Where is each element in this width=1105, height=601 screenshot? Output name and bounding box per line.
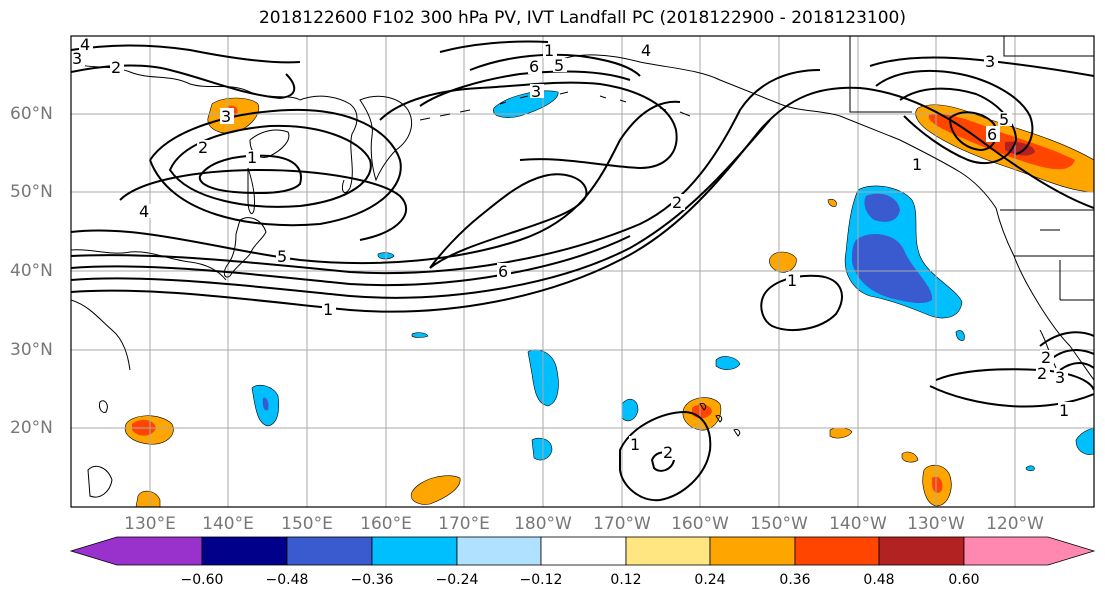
lat-label: 60°N xyxy=(10,104,53,124)
lon-label: 160°E xyxy=(360,514,412,534)
lon-label: 170°W xyxy=(593,514,651,534)
contour-label: 1 xyxy=(1059,401,1069,420)
colorbar-tick-label: −0.48 xyxy=(265,572,309,588)
contour-label: 1 xyxy=(787,271,797,290)
shade-region-sub-4 xyxy=(1075,427,1094,455)
contour-labels: 4 3 2 3 2 1 4 5 1 1 4 6 5 3 6 2 1 3 6 5 … xyxy=(72,35,1069,462)
shade-region-south-5 xyxy=(901,451,919,463)
shade-region-sub-1 xyxy=(715,356,741,370)
contour-label: 2 xyxy=(1041,348,1051,367)
colorbar-tick-label: −0.36 xyxy=(350,572,394,588)
contour-label: 3 xyxy=(985,52,995,71)
contour-label: 3 xyxy=(72,49,82,68)
contour-label: 1 xyxy=(630,435,640,454)
lon-label: 150°W xyxy=(750,514,808,534)
colorbar-tick-label: −0.60 xyxy=(180,572,224,588)
shade-region-hawaii-west xyxy=(621,398,639,422)
contour-label: 2 xyxy=(1037,364,1047,383)
colorbar-tick-label: 0.60 xyxy=(948,572,980,588)
contour-label: 2 xyxy=(198,138,208,157)
lon-label: 140°E xyxy=(202,514,254,534)
colorbar-tick-label: −0.24 xyxy=(435,572,479,588)
contour-label: 1 xyxy=(544,41,554,60)
lon-label: 160°W xyxy=(671,514,729,534)
colorbar-segment xyxy=(963,536,1096,566)
contour-label: 4 xyxy=(139,202,149,221)
contour-label: 1 xyxy=(323,300,333,319)
contour-label: 2 xyxy=(672,193,682,212)
shade-region-central-pacific xyxy=(769,251,797,273)
colorbar-segment xyxy=(69,536,203,566)
shade-region-ne-pacific-core xyxy=(852,193,933,304)
shade-region-sub-3 xyxy=(411,332,429,338)
colorbar-segment xyxy=(371,536,458,566)
colorbar-tick-label: −0.12 xyxy=(519,572,563,588)
colorbar-segment xyxy=(625,536,711,566)
shade-region-sub-5 xyxy=(955,330,965,341)
contour-label-backdrops xyxy=(71,38,1072,460)
contour-label: 4 xyxy=(641,41,651,60)
shade-region-sub-6 xyxy=(1025,465,1035,472)
shade-region-gulf-alaska-core xyxy=(928,113,1075,170)
lon-label: 130°W xyxy=(907,514,965,534)
colorbar-tick-label: 0.24 xyxy=(694,572,726,588)
contour-label: 6 xyxy=(987,125,997,144)
coastlines xyxy=(71,36,1094,498)
lat-label: 30°N xyxy=(10,340,53,360)
contour-label: 5 xyxy=(999,110,1009,129)
colorbar-tick-label: 0.36 xyxy=(779,572,811,588)
contour-label: 3 xyxy=(531,82,541,101)
shade-region-west-pacific-core xyxy=(262,397,269,411)
contour-label: 2 xyxy=(663,443,673,462)
colorbar-segment xyxy=(794,536,880,566)
lat-label: 40°N xyxy=(10,261,53,281)
lon-label: 180°W xyxy=(514,514,572,534)
colorbar-segment xyxy=(540,536,627,566)
pv-contours xyxy=(71,40,1094,502)
lon-label: 170°E xyxy=(438,514,490,534)
lon-label: 130°E xyxy=(124,514,176,534)
map-frame xyxy=(70,35,1095,508)
contour-label: 2 xyxy=(111,58,121,77)
colorbar-tick-label: 0.48 xyxy=(863,572,895,588)
contour-label: 4 xyxy=(80,35,90,54)
shade-region-south-1 xyxy=(410,475,461,505)
shade-region-dateline-2 xyxy=(531,437,553,461)
contour-label: 1 xyxy=(247,148,257,167)
contour-label: 5 xyxy=(277,247,287,266)
contour-label: 6 xyxy=(498,262,508,281)
lon-label: 140°W xyxy=(829,514,887,534)
lat-label: 20°N xyxy=(10,418,53,438)
lon-label: 150°E xyxy=(281,514,333,534)
colorbar-tick-label: 0.12 xyxy=(610,572,642,588)
colorbar xyxy=(69,536,1096,566)
lat-label: 50°N xyxy=(10,182,53,202)
contour-label: 5 xyxy=(554,56,564,75)
lon-label: 120°W xyxy=(986,514,1044,534)
colorbar-segment xyxy=(201,536,288,566)
contour-label: 1 xyxy=(912,155,922,174)
contour-label: 6 xyxy=(529,57,539,76)
colorbar-segment xyxy=(709,536,796,566)
colorbar-segment xyxy=(286,536,373,566)
map-title: 2018122600 F102 300 hPa PV, IVT Landfall… xyxy=(258,8,906,28)
shade-region-south-2 xyxy=(135,490,161,507)
colorbar-segment xyxy=(456,536,542,566)
contour-label: 3 xyxy=(1055,368,1065,387)
contour-label: 3 xyxy=(221,107,231,126)
colorbar-segment xyxy=(878,536,965,566)
shade-region-south-3-core xyxy=(932,476,943,493)
shade-region-south-6 xyxy=(827,198,837,207)
